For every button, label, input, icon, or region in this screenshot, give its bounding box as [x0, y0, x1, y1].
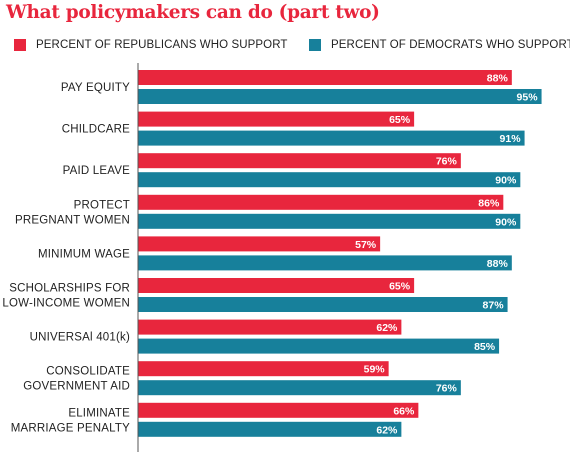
category-label-8-line-1: MARRIAGE PENALTY [11, 422, 130, 434]
category-label-0: PAY EQUITY [61, 82, 130, 94]
bar-democrats-2 [138, 172, 521, 188]
bar-democrats-6 [138, 338, 500, 354]
category-label-5-line-1: LOW-INCOME WOMEN [2, 298, 130, 310]
value-label-republicans-3: 86% [478, 197, 500, 209]
category-label-3-line-0: PROTECT [74, 199, 130, 211]
bar-democrats-1 [138, 130, 525, 146]
category-label-1: CHILDCARE [62, 124, 130, 136]
value-label-republicans-8: 66% [393, 405, 415, 417]
bar-republicans-0 [138, 70, 512, 85]
legend-swatch-democrats [309, 39, 321, 51]
legend-label-republicans: PERCENT OF REPUBLICANS WHO SUPPORT [36, 39, 288, 51]
value-label-democrats-5: 87% [483, 300, 505, 312]
category-label-4: MINIMUM WAGE [38, 248, 130, 260]
bar-democrats-7 [138, 380, 461, 396]
category-label-3-line-1: PREGNANT WOMEN [15, 214, 130, 226]
category-label-5-line-0: SCHOLARSHIPS FOR [9, 283, 130, 295]
value-label-democrats-2: 90% [495, 175, 517, 187]
legend-label-democrats: PERCENT OF DEMOCRATS WHO SUPPORT [331, 39, 570, 51]
value-label-democrats-0: 95% [517, 92, 539, 104]
value-label-democrats-1: 91% [500, 133, 522, 145]
category-label-6: UNIVERSAl 401(k) [30, 332, 130, 344]
value-label-republicans-2: 76% [436, 156, 458, 168]
value-label-democrats-4: 88% [487, 258, 509, 270]
value-label-democrats-6: 85% [474, 341, 496, 353]
legend: PERCENT OF REPUBLICANS WHO SUPPORT PERCE… [0, 39, 570, 59]
value-label-republicans-7: 59% [364, 364, 386, 376]
value-label-democrats-3: 90% [495, 216, 517, 228]
category-label-2: PAID LEAVE [63, 165, 131, 177]
bar-republicans-1 [138, 111, 415, 127]
bar-republicans-5 [138, 278, 415, 293]
bar-democrats-3 [138, 213, 521, 229]
value-label-democrats-8: 62% [376, 424, 398, 436]
value-label-republicans-4: 57% [355, 239, 377, 251]
value-label-republicans-1: 65% [389, 114, 411, 126]
category-label-7-line-0: CONSOLIDATE [46, 366, 130, 378]
value-label-republicans-6: 62% [376, 322, 398, 334]
bar-republicans-3 [138, 194, 504, 210]
bar-democrats-4 [138, 255, 512, 271]
bar-democrats-8 [138, 421, 402, 437]
value-label-democrats-7: 76% [436, 383, 458, 395]
legend-swatch-republicans [14, 39, 26, 51]
legend-item-republicans: PERCENT OF REPUBLICANS WHO SUPPORT [14, 39, 288, 51]
value-label-republicans-5: 65% [389, 281, 411, 293]
bar-republicans-2 [138, 153, 461, 169]
value-label-republicans-0: 88% [487, 73, 509, 85]
category-label-7-line-1: GOVERNMENT AID [23, 381, 130, 393]
bar-republicans-7 [138, 361, 389, 377]
legend-item-democrats: PERCENT OF DEMOCRATS WHO SUPPORT [309, 39, 570, 51]
bar-democrats-5 [138, 297, 508, 312]
bar-republicans-8 [138, 402, 419, 418]
bar-democrats-0 [138, 89, 542, 104]
bar-republicans-6 [138, 319, 402, 335]
category-label-8-line-0: ELIMINATE [68, 407, 130, 419]
chart-title: What policymakers can do (part two) [6, 2, 380, 23]
bar-republicans-4 [138, 236, 381, 252]
